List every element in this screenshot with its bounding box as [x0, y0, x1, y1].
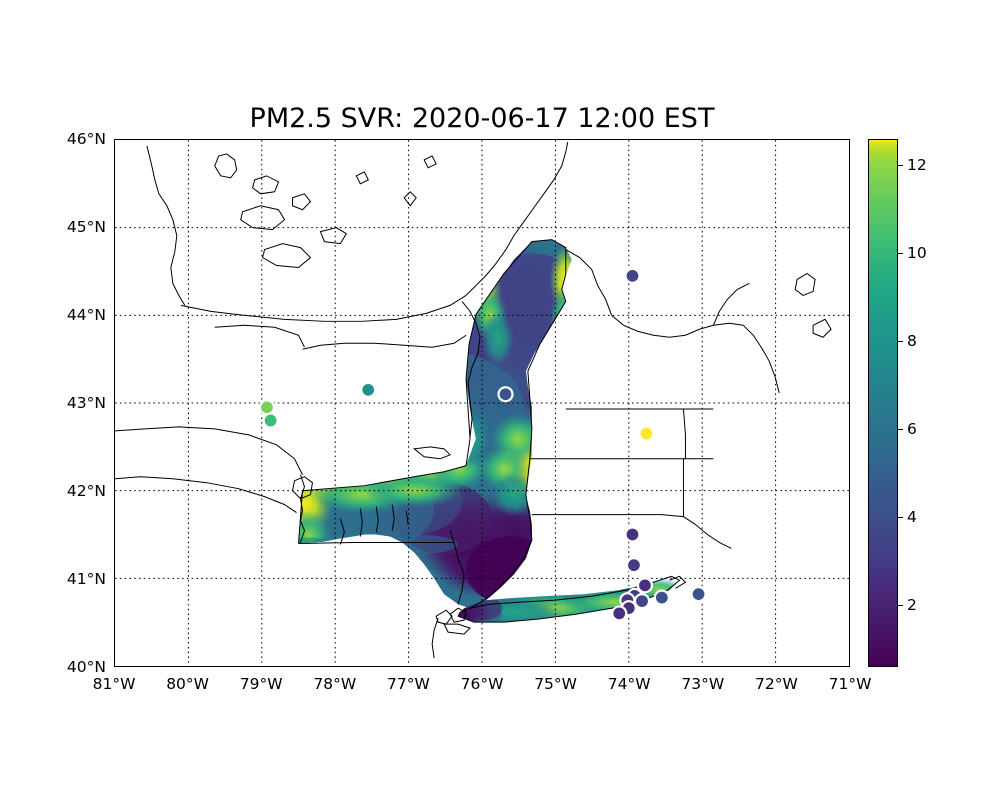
x-tick-label: 79°W	[239, 675, 283, 693]
y-tick-label: 44°N	[66, 306, 106, 324]
station-albany[interactable]: station-albany: 12.2	[638, 425, 655, 442]
y-tick-label: 43°N	[66, 394, 106, 412]
colorbar-tick-mark	[898, 429, 903, 431]
station-plattsburgh[interactable]: station-plattsburgh: 4.4	[624, 267, 641, 284]
x-tick-label: 72°W	[754, 675, 798, 693]
station-syracuse[interactable]: station-syracuse: 4.6	[497, 386, 514, 403]
station-yonkers[interactable]: station-yonkers: 3.4	[636, 577, 654, 594]
station-rochester[interactable]: station-rochester: 7	[360, 381, 377, 398]
colorbar-tick-mark	[898, 341, 903, 343]
coastlines-layer	[115, 141, 832, 659]
x-tick-label: 76°W	[460, 675, 504, 693]
x-tick-label: 77°W	[386, 675, 430, 693]
colorbar-tick-label: 10	[907, 244, 927, 263]
station-markers-layer[interactable]: station-buffalo-north: 9.6station-buffal…	[258, 267, 707, 622]
station-buffalo-south[interactable]: station-buffalo-south: 8.3	[262, 412, 279, 429]
y-tick-label: 40°N	[66, 658, 106, 676]
map-axes[interactable]: station-buffalo-north: 9.6station-buffal…	[114, 139, 850, 667]
x-tick-label: 71°W	[828, 675, 872, 693]
station-buffalo-north[interactable]: station-buffalo-north: 9.6	[258, 399, 276, 416]
station-suffolk[interactable]: station-suffolk: 4.3	[690, 586, 707, 603]
station-queens[interactable]: station-queens: 3.9	[633, 593, 651, 610]
y-tick-label: 42°N	[66, 482, 106, 500]
x-tick-label: 74°W	[607, 675, 651, 693]
colorbar-tick-label: 8	[907, 332, 917, 351]
colorbar-tick-label: 12	[907, 156, 927, 175]
colorbar-tick-label: 6	[907, 420, 917, 439]
y-tick-label: 46°N	[66, 130, 106, 148]
colorbar-tick-label: 4	[907, 508, 917, 527]
colorbar-tick-mark	[898, 517, 903, 519]
x-tick-label: 75°W	[534, 675, 577, 693]
x-tick-label: 73°W	[681, 675, 725, 693]
colorbar-tick-mark	[898, 165, 903, 167]
x-tick-label: 81°W	[92, 675, 136, 693]
page-title: PM2.5 SVR: 2020-06-17 12:00 EST	[249, 103, 715, 134]
colorbar-tick-mark	[898, 605, 903, 607]
colorbar[interactable]	[868, 139, 898, 667]
y-tick-label: 41°N	[66, 570, 106, 588]
station-nassau[interactable]: station-nassau: 4.2	[653, 589, 670, 606]
map-raster: station-buffalo-north: 9.6station-buffal…	[115, 140, 849, 666]
x-tick-label: 80°W	[166, 675, 209, 693]
station-westchester[interactable]: station-westchester: 3	[625, 557, 643, 574]
colorbar-tick-label: 2	[907, 596, 917, 615]
x-tick-label: 78°W	[313, 675, 357, 693]
y-tick-label: 45°N	[66, 218, 106, 236]
station-poughkeepsie[interactable]: station-poughkeepsie: 3.1	[624, 526, 641, 543]
station-staten-island[interactable]: station-staten-island: 3.3	[611, 605, 628, 622]
colorbar-tick-mark	[898, 253, 903, 255]
